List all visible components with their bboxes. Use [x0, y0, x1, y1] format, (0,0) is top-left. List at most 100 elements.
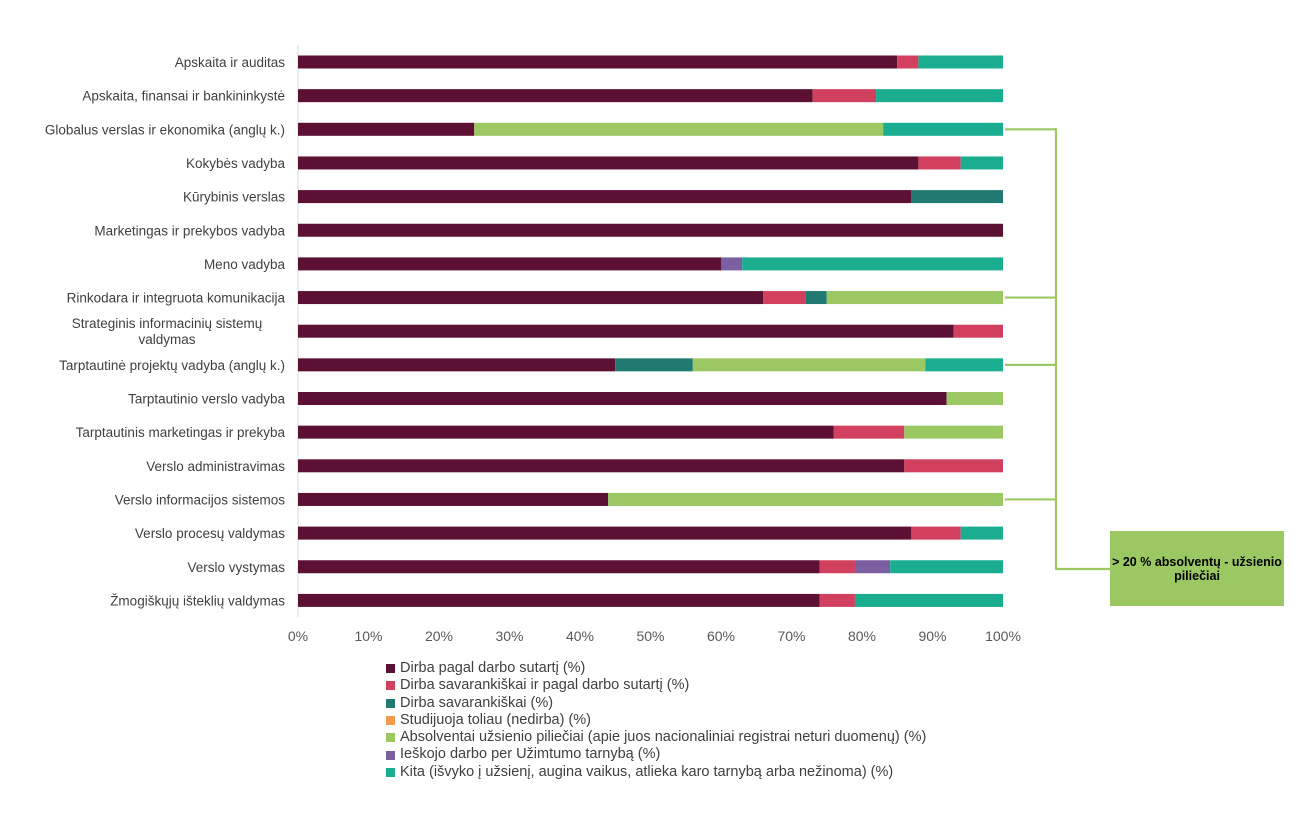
bar-segment-verslo-vystymas-s2 [819, 560, 855, 574]
legend-swatch [386, 750, 395, 760]
legend-item-2: Dirba savarankiškai ir pagal darbo sutar… [386, 677, 926, 694]
legend-swatch [386, 716, 395, 726]
bar-segment-tarptautinis-marketingas-ir-prekyba-s2 [833, 425, 905, 439]
legend-item-1: Dirba pagal darbo sutartį (%) [386, 660, 926, 677]
category-label-marketingas-ir-prekybos-vadyba: Marketingas ir prekybos vadyba [94, 223, 285, 238]
bar-segment-strateginis-informaciniu-sistemu-valdymas-s2 [953, 324, 1003, 338]
legend-swatch [386, 698, 395, 708]
x-tick-label-10: 10% [354, 628, 382, 644]
bar-segment-tarptautine-projektu-vadyba-anglu-k-s1 [298, 358, 616, 372]
legend-label: Kita (išvyko į užsienį, augina vaikus, a… [400, 763, 894, 780]
bar-segment-kurybinis-verslas-s3 [911, 190, 1003, 204]
category-label-globalus-verslas-ir-ekonomika-anglu-k: Globalus verslas ir ekonomika (anglų k.) [45, 122, 285, 137]
x-tick-label-20: 20% [425, 628, 453, 644]
legend-label: Absolventai užsienio piliečiai (apie juo… [400, 729, 927, 746]
bar-segment-verslo-informacijos-sistemos-s5 [608, 492, 1003, 506]
category-labels: Apskaita ir auditas Apskaita, finansai ir… [45, 55, 286, 608]
legend-item-4: Studijuoja toliau (nedirba) (%) [386, 712, 926, 729]
x-tick-label-0: 0% [288, 628, 308, 644]
legend-label: Ieškojo darbo per Užimtumo tarnybą (%) [400, 746, 661, 763]
bar-segment-globalus-verslas-ir-ekonomika-anglu-k-s7 [883, 122, 1003, 136]
bar-segment-tarptautinio-verslo-vadyba-s1 [298, 392, 947, 405]
bar-segment-globalus-verslas-ir-ekonomika-anglu-k-s5 [474, 122, 884, 136]
bar-segment-zmogiskuju-istekliu-valdymas-s7 [854, 593, 1003, 607]
bar-segment-verslo-vystymas-s6 [854, 560, 891, 574]
annotation-box: > 20 % absolventų - užsienio piliečiai [1110, 531, 1284, 606]
category-label-verslo-administravimas: Verslo administravimas [146, 459, 285, 474]
bar-segment-meno-vadyba-s1 [298, 257, 721, 271]
bar-segment-strateginis-informaciniu-sistemu-valdymas-s1 [298, 324, 954, 338]
x-tick-label-60: 60% [707, 628, 735, 644]
category-label-apskaita-finansai-ir-bankininkyste: Apskaita, finansai ir bankininkystė [82, 89, 285, 104]
bar-segment-tarptautinis-marketingas-ir-prekyba-s5 [904, 425, 1003, 439]
legend-swatch [386, 681, 395, 691]
bar-segment-kokybes-vadyba-s1 [298, 156, 919, 170]
bar-segment-apskaita-finansai-ir-bankininkyste-s7 [876, 89, 1003, 103]
x-axis-ticks: 0% 10% 20% 30% 40% 50% 60% 70% 80% 90% 100% [288, 628, 1021, 644]
x-tick-label-70: 70% [777, 628, 805, 644]
bar-segment-zmogiskuju-istekliu-valdymas-s1 [298, 593, 820, 607]
bar-segment-apskaita-finansai-ir-bankininkyste-s1 [298, 89, 813, 103]
bar-segment-meno-vadyba-s6 [721, 257, 743, 271]
x-tick-label-30: 30% [495, 628, 523, 644]
bar-segment-apskaita-ir-auditas-s7 [918, 55, 1003, 69]
category-label-meno-vadyba: Meno vadyba [204, 257, 286, 272]
category-label-strateginis-informaciniu-sistemu-valdymas: Strateginis informacinių sistemų valdymas [72, 316, 263, 347]
bar-segment-verslo-informacijos-sistemos-s1 [298, 492, 609, 506]
annotation-connectors [1005, 128, 1110, 571]
legend-swatch [386, 664, 395, 674]
bar-segment-tarptautinio-verslo-vadyba-s5 [946, 392, 1003, 405]
bar-segment-verslo-administravimas-s2 [904, 459, 1003, 473]
category-label-tarptautine-projektu-vadyba-anglu-k: Tarptautinė projektų vadyba (anglų k.) [59, 358, 285, 373]
bar-segment-meno-vadyba-s7 [742, 257, 1003, 271]
legend-item-5: Absolventai užsienio piliečiai (apie juo… [386, 729, 926, 746]
bar-segment-verslo-procesu-valdymas-s1 [298, 526, 912, 540]
x-tick-label-90: 90% [918, 628, 946, 644]
category-label-kurybinis-verslas: Kūrybinis verslas [183, 190, 285, 205]
bar-segment-verslo-procesu-valdymas-s2 [911, 526, 961, 540]
bar-segment-kokybes-vadyba-s2 [918, 156, 961, 170]
bar-segment-zmogiskuju-istekliu-valdymas-s2 [819, 593, 855, 607]
legend: Dirba pagal darbo sutartį (%) Dirba savar… [386, 660, 926, 781]
category-label-tarptautinis-marketingas-ir-prekyba: Tarptautinis marketingas ir prekyba [76, 425, 286, 440]
legend-swatch [386, 767, 395, 777]
bar-segment-kurybinis-verslas-s1 [298, 190, 912, 204]
annotation-text: > 20 % absolventų - užsienio piliečiai [1112, 554, 1282, 583]
x-tick-label-80: 80% [848, 628, 876, 644]
bar-segment-globalus-verslas-ir-ekonomika-anglu-k-s1 [298, 122, 475, 136]
bar-segment-rinkodara-ir-integruota-komunikacija-s1 [298, 291, 764, 305]
bar-segment-verslo-administravimas-s1 [298, 459, 905, 473]
legend-label: Dirba savarankiškai (%) [400, 694, 554, 711]
category-label-verslo-procesu-valdymas: Verslo procesų valdymas [135, 526, 285, 541]
bar-segment-tarptautine-projektu-vadyba-anglu-k-s5 [692, 358, 926, 372]
bar-segment-tarptautine-projektu-vadyba-anglu-k-s7 [925, 358, 1003, 372]
category-label-kokybes-vadyba: Kokybės vadyba [186, 156, 286, 171]
category-label-zmogiskuju-istekliu-valdymas: Žmogiškųjų išteklių valdymas [110, 593, 285, 608]
x-tick-label-100: 100% [985, 628, 1021, 644]
bar-segment-rinkodara-ir-integruota-komunikacija-s2 [763, 291, 806, 305]
bar-segment-apskaita-finansai-ir-bankininkyste-s2 [812, 89, 877, 103]
category-label-verslo-vystymas: Verslo vystymas [187, 560, 285, 575]
bar-segment-rinkodara-ir-integruota-komunikacija-s5 [826, 291, 1003, 305]
bar-segment-marketingas-ir-prekybos-vadyba-s1 [298, 223, 1003, 237]
legend-swatch [386, 733, 395, 743]
bar-segment-verslo-vystymas-s1 [298, 560, 820, 574]
legend-label: Dirba pagal darbo sutartį (%) [400, 660, 586, 676]
category-label-apskaita-ir-auditas: Apskaita ir auditas [175, 55, 286, 70]
category-label-verslo-informacijos-sistemos: Verslo informacijos sistemos [115, 492, 286, 507]
bar-segment-apskaita-ir-auditas-s2 [897, 55, 919, 69]
x-tick-label-50: 50% [636, 628, 664, 644]
category-label-rinkodara-ir-integruota-komunikacija: Rinkodara ir integruota komunikacija [67, 291, 286, 306]
legend-item-7: Kita (išvyko į užsienį, augina vaikus, a… [386, 764, 926, 781]
category-label-tarptautinio-verslo-vadyba: Tarptautinio verslo vadyba [128, 392, 285, 407]
bar-segment-tarptautinis-marketingas-ir-prekyba-s1 [298, 425, 834, 439]
legend-item-6: Ieškojo darbo per Užimtumo tarnybą (%) [386, 746, 926, 763]
bar-segment-rinkodara-ir-integruota-komunikacija-s3 [805, 291, 827, 305]
bar-segment-verslo-vystymas-s7 [890, 560, 1003, 574]
bar-segment-apskaita-ir-auditas-s1 [298, 55, 898, 69]
x-tick-label-40: 40% [566, 628, 594, 644]
bar-segment-tarptautine-projektu-vadyba-anglu-k-s3 [615, 358, 693, 372]
legend-label: Studijuoja toliau (nedirba) (%) [400, 711, 592, 728]
legend-label: Dirba savarankiškai ir pagal darbo sutar… [400, 677, 690, 694]
